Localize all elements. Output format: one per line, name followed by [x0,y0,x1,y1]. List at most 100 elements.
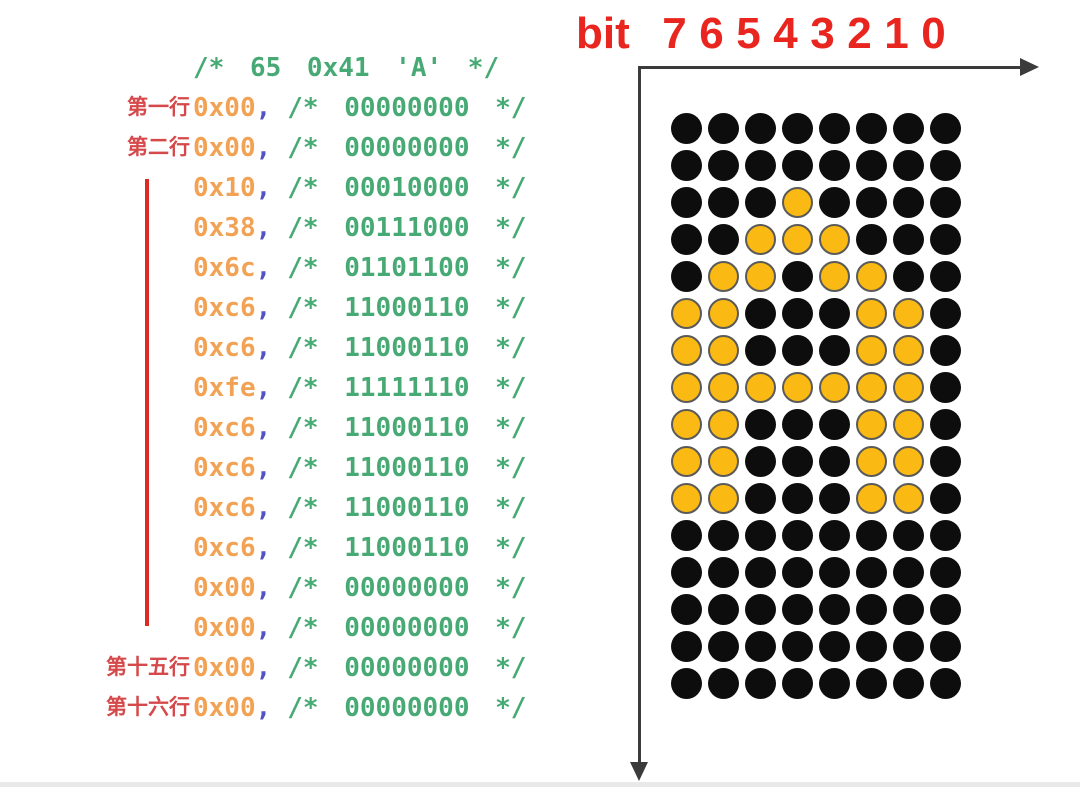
code-row: 第二行 0x00, /* 00000000 */ [43,128,526,168]
led-dot-off [930,224,961,255]
led-dot-on [856,261,887,292]
x-axis-line [640,66,1022,69]
led-dot-on [671,298,702,329]
led-dot-off [782,520,813,551]
led-dot-on [893,409,924,440]
led-dot-off [782,150,813,181]
hex-value: 0x00 [193,573,256,603]
comma: , [255,253,272,283]
led-dot-on [893,446,924,477]
led-dot-off [745,520,776,551]
led-dot-off [671,150,702,181]
led-dot-off [745,187,776,218]
led-dot-off [819,520,850,551]
x-axis-arrowhead-icon [1020,58,1039,76]
led-dot-off [893,187,924,218]
led-dot-off [893,594,924,625]
led-dot-off [819,187,850,218]
binary-comment: /* 00000000 */ [287,93,527,123]
led-dot-off [819,668,850,699]
led-dot-off [708,594,739,625]
led-dot-on [819,224,850,255]
led-dot-off [930,631,961,662]
led-dot-off [708,557,739,588]
binary-comment: /* 11000110 */ [287,413,527,443]
led-dot-on [671,446,702,477]
led-dot-off [819,335,850,366]
led-dot-off [745,668,776,699]
led-dot-off [893,150,924,181]
hex-value: 0x10 [193,173,256,203]
led-dot-off [782,409,813,440]
binary-comment: /* 01101100 */ [287,253,527,283]
bit-digit: 7 [662,9,687,58]
led-dot-off [930,150,961,181]
code-header-row: /* 65 0x41 'A' */ [43,48,526,88]
led-dot-on [708,298,739,329]
led-dot-off [708,668,739,699]
led-dot-on [782,372,813,403]
led-dot-on [893,372,924,403]
led-dot-off [782,298,813,329]
comma: , [255,333,272,363]
led-dot-on [856,446,887,477]
led-dot-off [893,557,924,588]
code-row: 0x10, /* 00010000 */ [43,168,526,208]
led-dot-off [745,298,776,329]
hex-value: 0xc6 [193,333,256,363]
code-row: 第十五行 0x00, /* 00000000 */ [43,648,526,688]
led-dot-off [671,224,702,255]
led-dot-off [782,557,813,588]
hex-value: 0xfe [193,373,256,403]
led-dot-on [893,298,924,329]
led-dot-off [819,409,850,440]
led-dot-off [930,557,961,588]
comma: , [255,653,272,683]
led-dot-on [819,261,850,292]
led-dot-off [930,187,961,218]
led-dot-off [671,668,702,699]
led-dot-off [708,187,739,218]
led-dot-off [856,668,887,699]
led-dot-off [930,113,961,144]
led-dot-on [856,335,887,366]
led-dot-on [745,261,776,292]
led-dot-off [856,150,887,181]
code-row: 0xc6, /* 11000110 */ [43,288,526,328]
led-dot-off [930,298,961,329]
led-dot-off [745,631,776,662]
led-dot-off [819,150,850,181]
led-dot-off [930,446,961,477]
hex-value: 0x00 [193,613,256,643]
led-dot-off [819,298,850,329]
led-dot-off [819,557,850,588]
led-dot-off [671,187,702,218]
bit-label: bit [576,9,630,58]
led-dot-off [819,594,850,625]
led-dot-on [745,372,776,403]
comma: , [255,493,272,523]
led-dot-off [782,483,813,514]
comma: , [255,93,272,123]
led-dot-off [708,631,739,662]
code-row: 0xc6, /* 11000110 */ [43,488,526,528]
hex-value: 0x00 [193,693,256,723]
comma: , [255,413,272,443]
led-dot-on [782,187,813,218]
led-dot-off [893,631,924,662]
font-code-listing: /* 65 0x41 'A' */ 第一行 0x00,/* 00000000 */… [43,48,526,728]
led-dot-on [856,483,887,514]
bit-digit: 4 [773,9,798,58]
binary-comment: /* 11000110 */ [287,453,527,483]
led-dot-on [893,335,924,366]
hex-value: 0xc6 [193,413,256,443]
char-header-comment: /* 65 0x41 'A' */ [193,53,500,83]
comma: , [255,133,272,163]
code-row: 第一行 0x00, /* 00000000 */ [43,88,526,128]
led-dot-on [708,409,739,440]
code-row: 第十六行 0x00, /* 00000000 */ [43,688,526,728]
led-dot-on [819,372,850,403]
code-row: 0x00, /* 00000000 */ [43,608,526,648]
